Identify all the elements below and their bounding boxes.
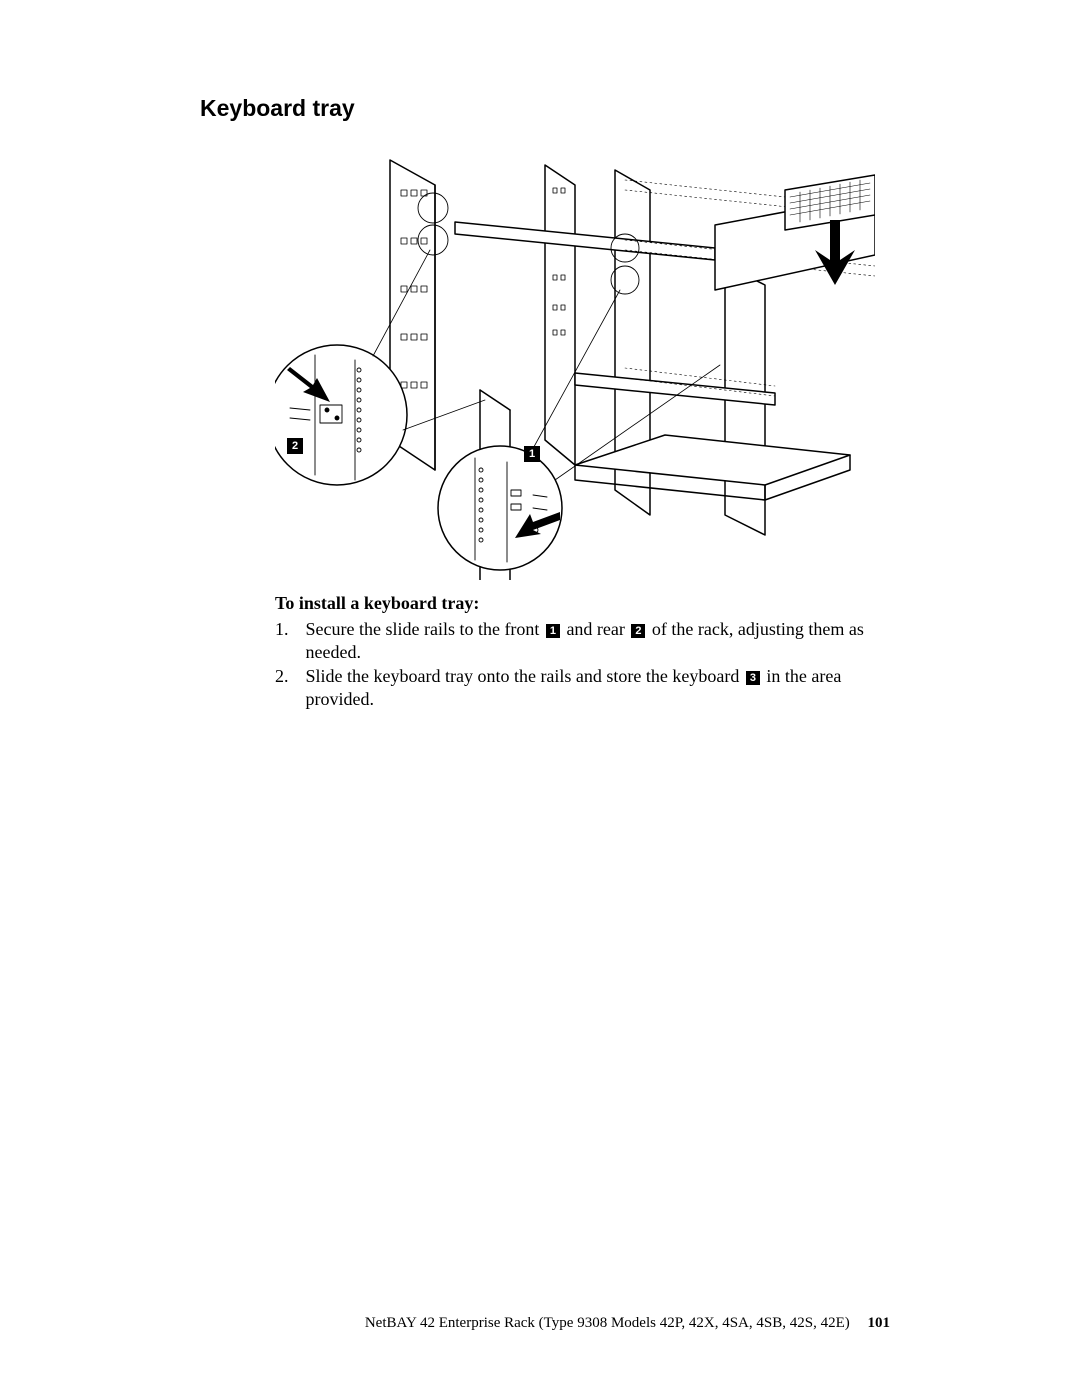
instruction-step-2: 2. Slide the keyboard tray onto the rail… (275, 665, 875, 712)
keyboard-tray-figure: 1 2 (275, 130, 875, 580)
page-number: 101 (868, 1315, 891, 1331)
step-number: 2. (275, 665, 301, 688)
instruction-step-1: 1. Secure the slide rails to the front 1… (275, 618, 875, 665)
footer-text: NetBAY 42 Enterprise Rack (Type 9308 Mod… (365, 1315, 850, 1331)
callout-1-icon: 1 (546, 624, 560, 638)
page-footer: NetBAY 42 Enterprise Rack (Type 9308 Mod… (365, 1315, 890, 1332)
step-body: Slide the keyboard tray onto the rails a… (306, 665, 872, 712)
step-number: 1. (275, 618, 301, 641)
section-title: Keyboard tray (200, 95, 355, 122)
figure-callout-1: 1 (524, 446, 540, 462)
figure-callout-2: 2 (287, 438, 303, 454)
callout-3-icon: 3 (746, 671, 760, 685)
callout-2-icon: 2 (631, 624, 645, 638)
step-body: Secure the slide rails to the front 1 an… (306, 618, 872, 665)
step-text: Secure the slide rails to the front (306, 619, 544, 639)
keyboard-tray-diagram-svg (275, 130, 875, 580)
step-text: and rear (562, 619, 629, 639)
step-text: Slide the keyboard tray onto the rails a… (306, 666, 744, 686)
instructions-heading: To install a keyboard tray: (275, 593, 479, 614)
page: Keyboard tray (0, 0, 1080, 1397)
